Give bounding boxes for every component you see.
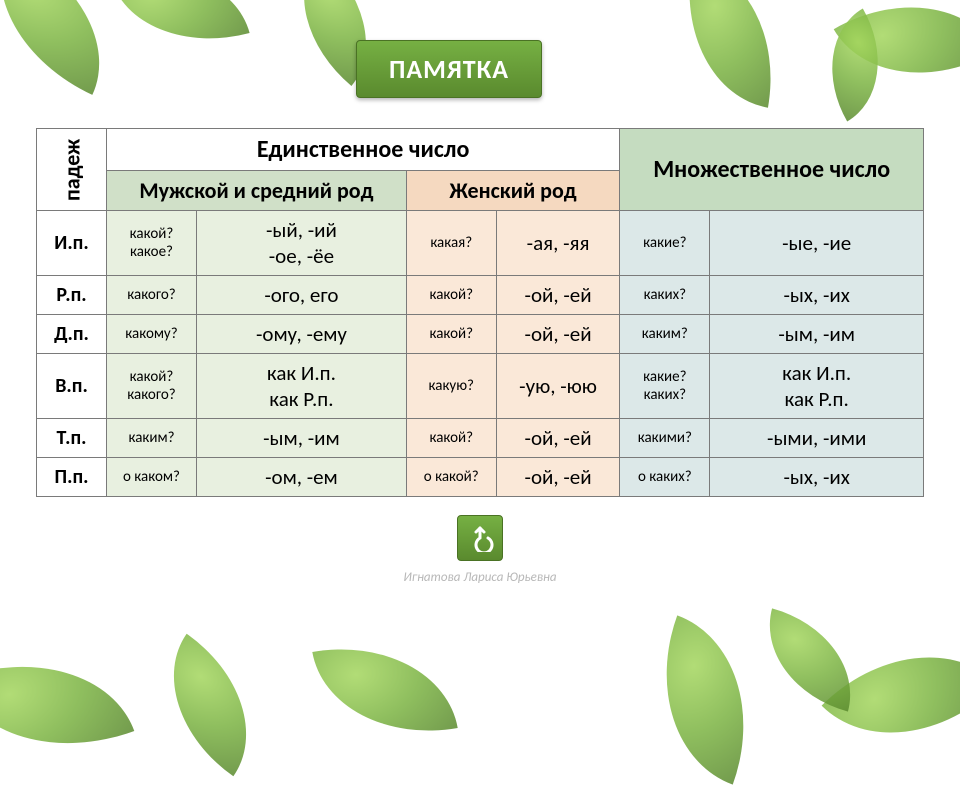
masc-ending: -ому, -ему: [197, 315, 407, 354]
table-row: В.п.какой? какого?как И.п. как Р.п.какую…: [37, 354, 924, 419]
case-cell: П.п.: [37, 458, 107, 497]
plur-question: каких?: [620, 276, 710, 315]
header-fem: Женский род: [406, 171, 620, 211]
masc-question: какой? какое?: [107, 211, 197, 276]
fem-question: какой?: [406, 315, 496, 354]
plur-question: какие?: [620, 211, 710, 276]
table-row: И.п.какой? какое?-ый, -ий -ое, -ёекакая?…: [37, 211, 924, 276]
plur-ending: -ым, -им: [710, 315, 924, 354]
case-cell: В.п.: [37, 354, 107, 419]
case-cell: Т.п.: [37, 419, 107, 458]
table-row: Т.п.каким?-ым, -имкакой?-ой, -ейкакими?-…: [37, 419, 924, 458]
masc-question: какого?: [107, 276, 197, 315]
fem-question: какой?: [406, 276, 496, 315]
fem-ending: -ая, -яя: [496, 211, 620, 276]
return-icon: [466, 524, 494, 552]
masc-question: о каком?: [107, 458, 197, 497]
table-row: П.п.о каком?-ом, -емо какой?-ой, -ейо ка…: [37, 458, 924, 497]
plur-question: какими?: [620, 419, 710, 458]
case-cell: И.п.: [37, 211, 107, 276]
plur-question: какие? каких?: [620, 354, 710, 419]
table-row: Д.п.какому?-ому, -емукакой?-ой, -ейкаким…: [37, 315, 924, 354]
masc-question: каким?: [107, 419, 197, 458]
back-button[interactable]: [457, 515, 503, 561]
author-credit: Игнатова Лариса Юрьевна: [36, 570, 924, 585]
plur-question: каким?: [620, 315, 710, 354]
fem-ending: -ой, -ей: [496, 419, 620, 458]
masc-question: какому?: [107, 315, 197, 354]
plur-ending: как И.п. как Р.п.: [710, 354, 924, 419]
table-row: Р.п.какого?-ого, егокакой?-ой, -ейкаких?…: [37, 276, 924, 315]
case-cell: Р.п.: [37, 276, 107, 315]
fem-ending: -ой, -ей: [496, 458, 620, 497]
plur-ending: -ых, -их: [710, 458, 924, 497]
masc-ending: -ым, -им: [197, 419, 407, 458]
header-masc-neut: Мужской и средний род: [107, 171, 407, 211]
header-case: падеж: [37, 129, 107, 211]
grammar-table: падеж Единственное число Множественное ч…: [36, 128, 924, 497]
title-badge: ПАМЯТКА: [356, 40, 542, 98]
table-body: И.п.какой? какое?-ый, -ий -ое, -ёекакая?…: [37, 211, 924, 497]
fem-question: какая?: [406, 211, 496, 276]
fem-ending: -ую, -юю: [496, 354, 620, 419]
fem-ending: -ой, -ей: [496, 276, 620, 315]
fem-question: какой?: [406, 419, 496, 458]
fem-question: какую?: [406, 354, 496, 419]
masc-ending: -ый, -ий -ое, -ёе: [197, 211, 407, 276]
masc-ending: как И.п. как Р.п.: [197, 354, 407, 419]
header-plural: Множественное число: [620, 129, 924, 211]
plur-ending: -ые, -ие: [710, 211, 924, 276]
plur-ending: -ых, -их: [710, 276, 924, 315]
plur-question: о каких?: [620, 458, 710, 497]
masc-ending: -ого, его: [197, 276, 407, 315]
plur-ending: -ыми, -ими: [710, 419, 924, 458]
masc-question: какой? какого?: [107, 354, 197, 419]
fem-question: о какой?: [406, 458, 496, 497]
fem-ending: -ой, -ей: [496, 315, 620, 354]
case-cell: Д.п.: [37, 315, 107, 354]
masc-ending: -ом, -ем: [197, 458, 407, 497]
header-singular: Единственное число: [107, 129, 620, 171]
